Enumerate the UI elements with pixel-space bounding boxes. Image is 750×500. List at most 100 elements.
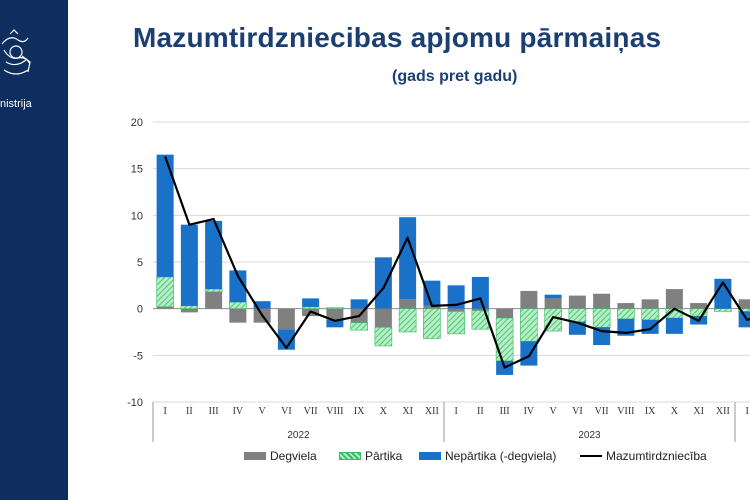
coat-of-arms-logo bbox=[1, 29, 31, 75]
legend-label-partika: Pārtika bbox=[365, 449, 403, 463]
bar-nep-rtika-degviela- bbox=[180, 224, 198, 306]
year-label: 2022 bbox=[287, 430, 310, 441]
bar-nep-rtika-degviela- bbox=[277, 329, 295, 350]
bar-degviela bbox=[593, 293, 611, 309]
bar-degviela bbox=[229, 308, 247, 323]
x-tick-label: I bbox=[163, 406, 166, 417]
bar-p-rtika bbox=[714, 308, 732, 312]
y-tick-label: 5 bbox=[137, 257, 143, 269]
bar-degviela bbox=[447, 308, 465, 312]
bar-nep-rtika-degviela- bbox=[229, 270, 247, 303]
legend-swatch-mazumtirdznieciba bbox=[580, 455, 602, 457]
bar-p-rtika bbox=[423, 308, 441, 339]
bar-p-rtika bbox=[568, 308, 587, 323]
x-tick-label: VII bbox=[595, 406, 609, 417]
bar-nep-rtika-degviela- bbox=[665, 318, 683, 334]
bar-nep-rtika-degviela- bbox=[302, 298, 320, 307]
legend-item-nepartika: Nepārtika (-degviela) bbox=[419, 449, 556, 463]
bar-degviela bbox=[641, 299, 659, 309]
x-tick-label: IV bbox=[524, 406, 535, 417]
x-tick-label: III bbox=[500, 406, 510, 417]
bar-p-rtika bbox=[156, 276, 174, 308]
bar-nep-rtika-degviela- bbox=[326, 319, 344, 328]
bar-degviela bbox=[326, 308, 344, 320]
x-tick-label: IX bbox=[354, 406, 365, 417]
x-tick-label: III bbox=[209, 406, 219, 417]
x-tick-label: VII bbox=[304, 406, 318, 417]
bar-degviela bbox=[423, 305, 441, 309]
bar-nep-rtika-degviela- bbox=[423, 280, 441, 306]
bar-p-rtika bbox=[592, 308, 611, 328]
chart-legend: Degviela Pārtika Nepārtika (-degviela) M… bbox=[0, 449, 750, 467]
bar-degviela bbox=[520, 290, 538, 309]
x-tick-label: X bbox=[671, 406, 679, 417]
legend-item-degviela: Degviela bbox=[244, 449, 317, 463]
bar-degviela bbox=[617, 303, 635, 309]
legend-label-nepartika: Nepārtika (-degviela) bbox=[445, 449, 557, 463]
bar-degviela bbox=[471, 308, 489, 311]
bar-nep-rtika-degviela- bbox=[374, 257, 392, 309]
bar-layer bbox=[156, 154, 750, 375]
legend-swatch-degviela bbox=[244, 452, 266, 460]
axis-layer bbox=[152, 402, 736, 442]
bar-nep-rtika-degviela- bbox=[253, 301, 271, 309]
bar-nep-rtika-degviela- bbox=[350, 299, 368, 309]
bar-p-rtika bbox=[326, 307, 344, 309]
series-line-mazumtirdznieciba bbox=[164, 156, 750, 369]
year-label: 2023 bbox=[578, 430, 601, 441]
ministry-label: nistrija bbox=[0, 98, 32, 110]
x-tick-label: VI bbox=[572, 406, 583, 417]
bar-degviela bbox=[568, 295, 586, 309]
bar-p-rtika bbox=[617, 308, 635, 320]
legend-item-partika: Pārtika bbox=[339, 449, 402, 463]
bar-p-rtika bbox=[738, 308, 750, 312]
legend-swatch-nepartika bbox=[419, 452, 441, 460]
bar-degviela bbox=[205, 291, 223, 309]
bar-degviela bbox=[665, 289, 683, 309]
x-tick-label: I bbox=[745, 406, 748, 417]
legend-item-mazumtirdznieciba: Mazumtirdzniecība bbox=[580, 449, 707, 463]
bar-degviela bbox=[399, 299, 417, 309]
x-tick-label: V bbox=[259, 406, 267, 417]
bar-p-rtika bbox=[180, 305, 199, 309]
x-tick-label: XI bbox=[402, 406, 413, 417]
bar-p-rtika bbox=[301, 306, 320, 309]
bar-degviela bbox=[690, 303, 708, 309]
line-layer bbox=[164, 156, 750, 369]
bar-degviela bbox=[496, 308, 514, 318]
x-tick-label: VIII bbox=[326, 406, 343, 417]
page-title: Mazumtirdzniecibas apjomu pārmaiņas bbox=[133, 22, 662, 53]
bar-p-rtika bbox=[350, 322, 368, 331]
bar-p-rtika bbox=[398, 308, 417, 333]
bar-p-rtika bbox=[520, 308, 538, 342]
x-tick-label: IX bbox=[645, 406, 656, 417]
bar-nep-rtika-degviela- bbox=[471, 276, 489, 309]
bar-degviela bbox=[156, 306, 174, 309]
legend-swatch-partika bbox=[339, 452, 361, 460]
x-tick-label: X bbox=[380, 406, 388, 417]
legend-label-degviela: Degviela bbox=[270, 449, 317, 463]
bar-degviela bbox=[738, 299, 750, 309]
bar-degviela bbox=[374, 308, 392, 328]
bar-nep-rtika-degviela- bbox=[641, 319, 659, 334]
bar-nep-rtika-degviela- bbox=[544, 294, 562, 299]
bar-p-rtika bbox=[447, 311, 465, 335]
legend-label-mazumtirdznieciba: Mazumtirdzniecība bbox=[606, 449, 707, 463]
x-tick-label: II bbox=[477, 406, 484, 417]
y-tick-label: -10 bbox=[127, 397, 143, 409]
bar-p-rtika bbox=[374, 327, 393, 347]
bar-p-rtika bbox=[495, 317, 514, 362]
bar-nep-rtika-degviela- bbox=[205, 220, 223, 290]
x-tick-label: I bbox=[454, 406, 457, 417]
x-tick-label: II bbox=[186, 406, 193, 417]
bar-p-rtika bbox=[641, 308, 659, 321]
x-tick-label: VI bbox=[281, 406, 292, 417]
page-subtitle: (gads pret gadu) bbox=[392, 68, 518, 85]
bar-degviela bbox=[277, 308, 295, 330]
x-tick-label: V bbox=[550, 406, 558, 417]
y-tick-label: -5 bbox=[133, 350, 143, 362]
y-tick-label: 20 bbox=[131, 117, 143, 129]
bar-nep-rtika-degviela- bbox=[714, 278, 732, 309]
